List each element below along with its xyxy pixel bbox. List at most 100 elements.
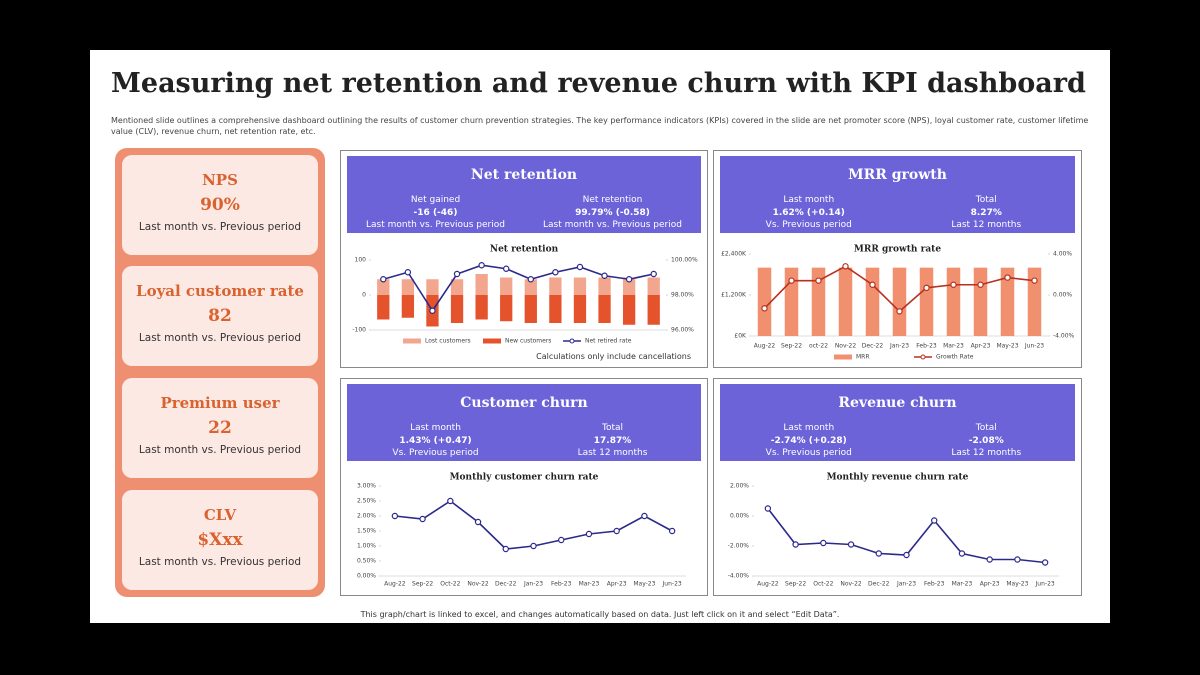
point [503,265,510,272]
y-tick-label: 2.00% [357,513,376,520]
y-tick-label: 0.00% [730,513,749,520]
stat: Total 17.87% Last 12 months [524,422,701,460]
x-tick-label: Sep-22 [781,343,802,350]
kpi-card: Premium user 22 Last month vs. Previous … [122,378,318,478]
bar [401,279,415,295]
slide: Measuring net retention and revenue chur… [90,50,1110,623]
stat: Total -2.08% Last 12 months [898,422,1076,460]
stat: Last month 1.43% (+0.47) Vs. Previous peri… [347,422,524,460]
point [761,305,768,312]
bar [757,267,772,336]
y-tick-label: 2.50% [357,498,376,505]
line [383,264,654,313]
y-tick-label: -4.00% [1053,333,1075,340]
stat: Last month -2.74% (+0.28) Vs. Previous per… [720,422,898,460]
stat-period: Last 12 months [577,448,648,458]
chart: Monthly revenue churn rate -4.00% -2.00% 0.… [728,473,1059,588]
legend-label: Net retired rate [585,338,632,345]
panel-title: Customer churn [460,395,588,411]
x-tick-label: Jun-23 [1035,581,1055,588]
chart-title: Monthly revenue churn rate [827,473,969,483]
point [842,263,849,270]
bar [647,277,660,295]
x-tick-label: Sep-22 [785,581,806,588]
panel: Revenue churn Last month -2.74% (+0.28) Vs.… [713,378,1082,596]
bar [598,295,611,323]
panel-header: Net retention Net gained -16 (-46) Last mon… [347,156,701,233]
y-tick-label: -100 [352,327,366,334]
stat-label: Total [601,423,624,433]
stat-value: 8.27% [970,207,1002,218]
x-tick-label: Apr-23 [980,581,1000,588]
point [1031,277,1038,284]
x-tick-label: Apr-23 [971,343,991,350]
point [650,270,657,278]
point [601,272,608,279]
kpi-column: NPS 90% Last month vs. Previous period L… [115,148,325,597]
stat-value: 1.43% (+0.47) [399,435,472,446]
x-tick-label: Aug-22 [384,581,406,588]
bar [919,267,934,336]
x-tick-label: Jan-23 [896,581,916,588]
y-tick-label: 2.00% [730,483,749,490]
stat-label: Last month [410,423,461,433]
stat-value: 99.79% (-0.58) [575,207,650,218]
stat-label: Net gained [410,195,461,205]
stat: Net retention 99.79% (-0.58) Last month vs… [524,194,701,232]
bar [450,279,464,295]
point [931,517,938,524]
stat-period: Last 12 months [951,220,1022,230]
panel: Customer churn Last month 1.43% (+0.47) Vs.… [340,378,708,596]
x-tick-label: Nov-22 [467,581,489,588]
x-tick-label: Feb-23 [551,581,572,588]
kpi-value: 82 [208,306,232,326]
bar [647,295,660,325]
bar [573,295,587,323]
x-tick-label: May-23 [1006,581,1028,588]
point [576,263,584,271]
point [896,308,903,315]
y-tick-label: 0.50% [357,558,376,565]
kpi-card: NPS 90% Last month vs. Previous period [122,155,318,255]
x-tick-label: Dec-22 [495,581,517,588]
stat: Net gained -16 (-46) Last month vs. Previo… [347,194,524,232]
bar [622,295,636,325]
bar [426,279,439,295]
kpi-title: CLV [203,506,237,524]
bar [865,267,880,336]
stat-value: -2.08% [968,435,1004,446]
legend-swatch [834,354,852,360]
bar [524,279,537,295]
point [815,277,822,284]
chart-title: MRR growth rate [854,245,941,255]
chart-title: Monthly customer churn rate [450,473,599,483]
kpi-value: 22 [208,418,232,438]
x-tick-label: Mar-23 [943,343,964,350]
y-tick-label: £1,200K [721,292,747,299]
y-tick-label: £2,400K [721,251,747,258]
stat: Last month 1.62% (+0.14) Vs. Previous peri… [720,194,898,232]
x-tick-label: Nov-22 [840,581,862,588]
stat-value: 1.62% (+0.14) [772,207,845,218]
kpi-card: CLV $Xxx Last month vs. Previous period [122,490,318,590]
point [429,307,436,314]
point [1004,274,1011,281]
stat-value: -16 (-46) [413,207,458,218]
stat-period: Vs. Previous period [392,448,479,458]
page-title: Measuring net retention and revenue chur… [111,68,1086,99]
panel: Net retention Net gained -16 (-46) Last mon… [340,150,708,368]
stat-label: Total [975,195,997,205]
panel-title: Revenue churn [838,395,957,411]
stat-period: Vs. Previous period [765,448,852,458]
x-tick-label: Feb-23 [916,343,937,350]
point [923,284,930,292]
bar [377,279,390,295]
point [380,276,387,283]
point [764,505,772,512]
legend-label: Lost customers [425,338,471,345]
point [668,527,676,535]
y-tick-label: -4.00% [728,573,750,580]
point [1014,556,1021,563]
stat-label: Last month [783,423,835,433]
